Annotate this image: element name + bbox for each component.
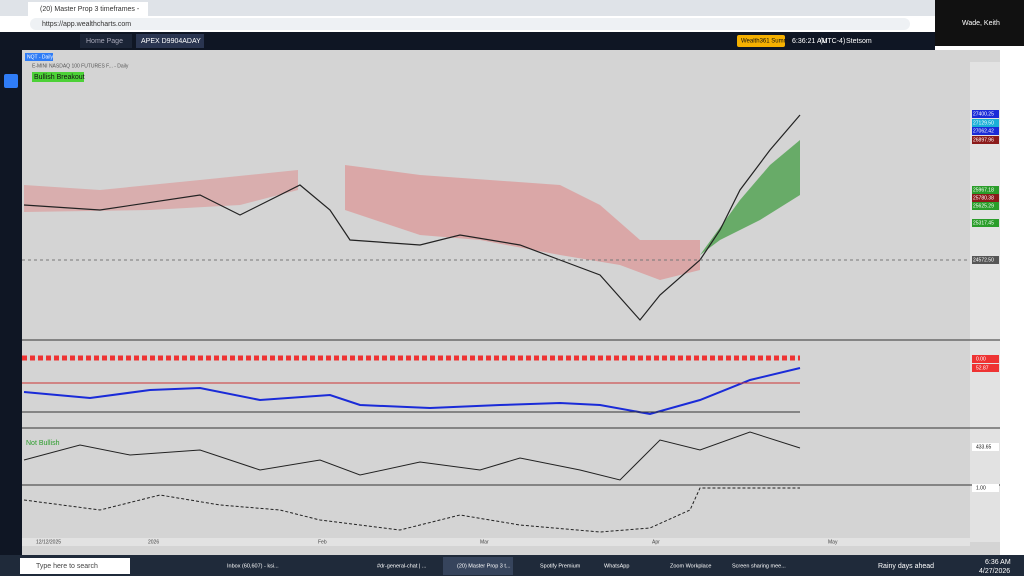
app-tab-label: APEX D9904ADAY: [141, 38, 201, 45]
task-label: Spotify Premium: [540, 563, 581, 569]
task-button[interactable]: [526, 557, 596, 575]
user-name: Wade, Keith: [962, 20, 1000, 27]
chart-area: [22, 50, 1000, 555]
value-tag-text: 52.87: [976, 365, 989, 371]
price-tag: [972, 186, 999, 194]
price-tag: [972, 136, 999, 144]
price-tag-text: 24572.50: [973, 257, 994, 263]
search-box[interactable]: [20, 558, 130, 574]
task-label: WhatsApp: [604, 563, 629, 569]
momentum-line: [23, 431, 801, 481]
dates: 12/12/2025 2026 Feb Mar Apr May: [36, 539, 838, 545]
task-items: Inbox (60,607) - ksi... #dr-general-chat …: [213, 557, 788, 575]
value-tag: [972, 484, 999, 492]
url: https://app.wealthcharts.com: [42, 21, 131, 28]
left-sidebar: [0, 50, 22, 555]
task-label: (20) Master Prop 3 t...: [457, 563, 511, 569]
price-tag: [972, 127, 999, 135]
price-tag-text: 25967.18: [973, 187, 994, 193]
summit-label: Wealth361 Summit: [741, 39, 792, 45]
timezone: (UTC-4): [820, 38, 845, 45]
support-cloud: [700, 140, 800, 255]
date: 4/27/2026: [979, 568, 1010, 575]
price-line: [23, 114, 801, 321]
app-tab[interactable]: [80, 34, 132, 48]
app-toolbar: [0, 32, 935, 50]
task-label: Screen sharing mee...: [732, 563, 786, 569]
resistance-cloud: [345, 165, 700, 280]
value-tag: [972, 364, 999, 372]
price-tag-text: 27400.25: [973, 111, 994, 117]
stochastic-line: [23, 487, 800, 533]
price-tag-text: 27129.50: [973, 120, 994, 126]
task-button[interactable]: [213, 557, 283, 575]
price-tag: [972, 202, 999, 210]
value-tag-text: 433.65: [976, 444, 992, 450]
symbol-badge-text: NQT - Daily: [27, 54, 54, 60]
date-axis: [22, 538, 970, 546]
date-label: May: [828, 539, 838, 545]
price-tag: [972, 194, 999, 202]
price-tag-text: 27062.42: [973, 128, 994, 134]
address-bar[interactable]: [30, 18, 910, 30]
summit-button[interactable]: [737, 35, 785, 47]
oscillator-line: [23, 367, 801, 416]
value-tag-text: 1.00: [976, 485, 986, 491]
right-margin: [1000, 46, 1024, 555]
resistance-cloud: [24, 170, 298, 212]
price-tag-text: 25317.45: [973, 220, 994, 226]
value-tag: [972, 443, 999, 451]
price-tag: [972, 110, 999, 118]
tab-strip: [0, 0, 1024, 16]
value-tag: [972, 355, 999, 363]
task-button[interactable]: [363, 557, 433, 575]
browser-tab[interactable]: [28, 2, 148, 16]
price-tag: [972, 119, 999, 127]
price-tag: [972, 219, 999, 227]
search-placeholder: Type here to search: [36, 563, 98, 570]
date-label: 12/12/2025: [36, 539, 61, 545]
date-label: Mar: [480, 539, 489, 545]
task-button[interactable]: [656, 557, 726, 575]
clock: 6:36:21 AM: [792, 38, 828, 45]
price-tag-text: 25780.38: [973, 195, 994, 201]
panel-values: 0.00 52.87 433.65 1.00: [972, 355, 999, 492]
date-label: 2026: [148, 539, 159, 545]
price-tag-text: 26897.96: [973, 137, 994, 143]
tab-title: (20) Master Prop 3 timeframes -: [40, 6, 140, 13]
price-tag: [972, 256, 999, 264]
task-button[interactable]: [590, 557, 660, 575]
weather: Rainy days ahead: [878, 563, 934, 570]
task-label: Inbox (60,607) - ksi...: [227, 563, 279, 569]
signal-badge: [32, 72, 84, 82]
date-label: Apr: [652, 539, 660, 545]
symbol-badge: [25, 53, 53, 61]
signal: Bullish Breakout: [34, 74, 85, 81]
task-label: Zoom Workplace: [670, 563, 711, 569]
app-tab[interactable]: [136, 34, 204, 48]
date-label: Feb: [318, 539, 327, 545]
indicator-label: Not Bullish: [26, 440, 60, 447]
task-button[interactable]: [443, 557, 513, 575]
zoom-panel: [935, 0, 1024, 46]
clock: 6:36 AM: [985, 559, 1011, 566]
add-button[interactable]: [4, 74, 18, 88]
account: Stetsom: [846, 38, 872, 45]
app-tab-label: Home Page: [86, 38, 123, 45]
legend: E-MINI NASDAQ 100 FUTURES F... - Daily: [32, 63, 129, 69]
value-tag-text: 0.00: [976, 356, 986, 362]
price-labels: 27400.25 27129.50 27062.42 26897.96 25967.18…: [972, 110, 999, 264]
task-button[interactable]: [718, 557, 788, 575]
task-label: #dr-general-chat | ...: [377, 563, 427, 569]
price-tag-text: 25625.29: [973, 203, 994, 209]
